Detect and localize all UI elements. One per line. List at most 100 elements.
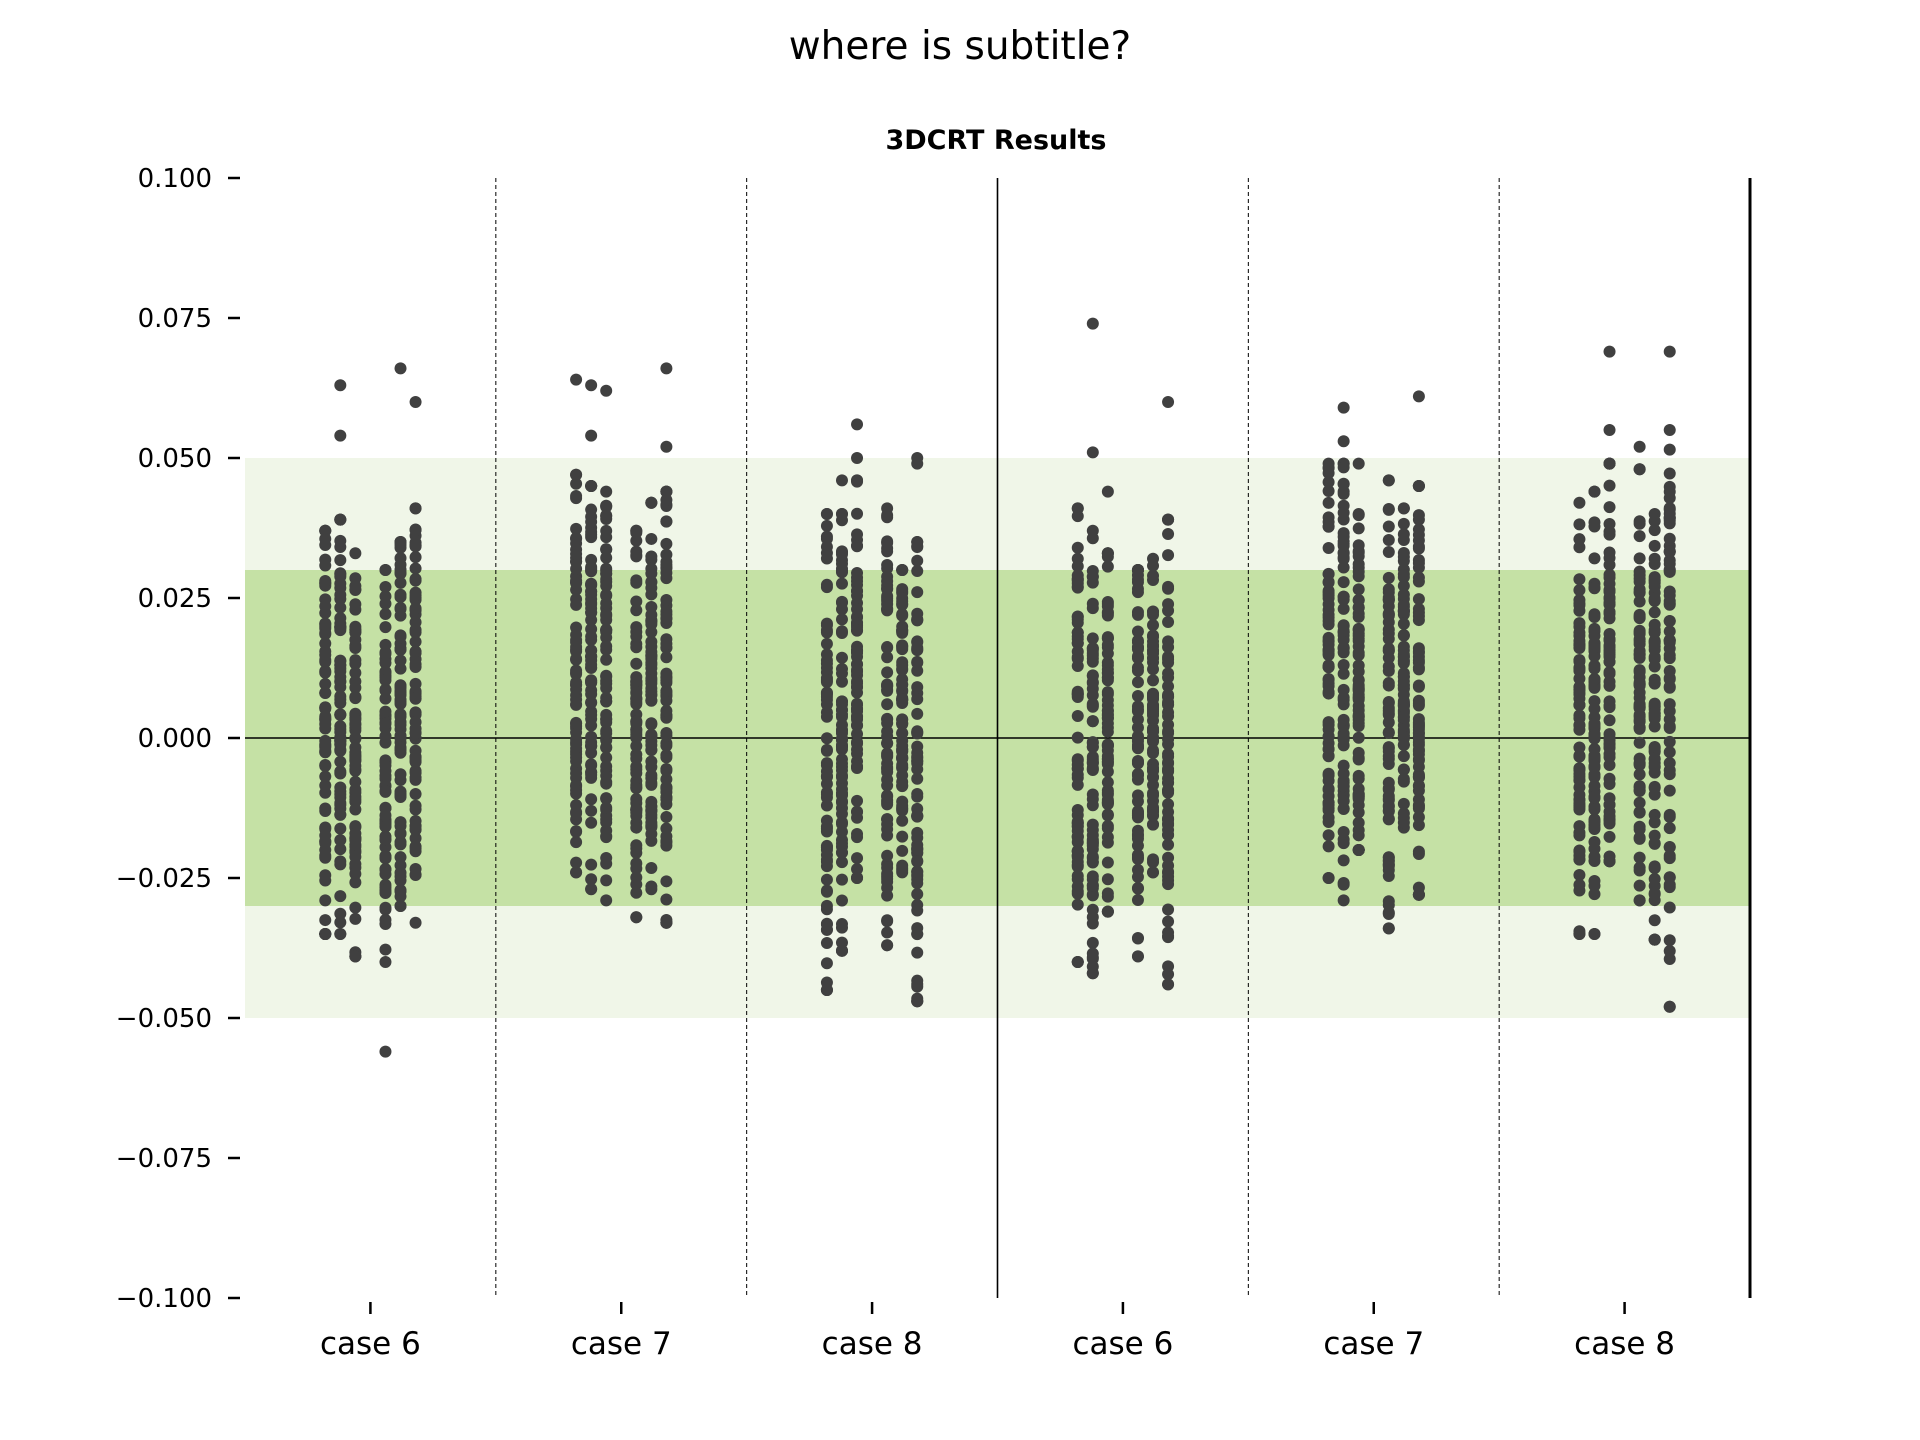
data-point-g1-c5 xyxy=(660,875,673,888)
data-point-g4-c0 xyxy=(1322,802,1335,815)
data-point-g4-c5 xyxy=(1412,802,1425,815)
data-point-g4-c4 xyxy=(1397,730,1410,743)
data-point-g2-c1 xyxy=(835,873,848,886)
data-point-g4-c2 xyxy=(1352,673,1365,686)
data-point-g5-c1 xyxy=(1588,730,1601,743)
data-point-g2-c5 xyxy=(911,772,924,785)
data-point-g5-c2 xyxy=(1603,568,1616,581)
data-point-g4-c1 xyxy=(1337,854,1350,867)
data-point-g0-c1 xyxy=(334,567,347,580)
data-point-g5-c5 xyxy=(1663,614,1676,627)
data-point-g4-c5 xyxy=(1412,697,1425,710)
outlier-point-g5-c2 xyxy=(1603,424,1616,436)
data-point-g2-c5 xyxy=(911,763,924,776)
data-point-g0-c2 xyxy=(349,572,362,585)
data-point-g2-c5 xyxy=(911,586,924,599)
data-point-g0-c2 xyxy=(349,666,362,679)
data-point-g1-c1 xyxy=(585,480,598,492)
data-point-g1-c2 xyxy=(600,727,613,740)
data-point-g5-c0 xyxy=(1573,573,1586,586)
data-point-g3-c5 xyxy=(1162,785,1175,798)
figure-suptitle: where is subtitle? xyxy=(788,24,1132,69)
data-point-g1-c3 xyxy=(630,725,643,738)
data-point-g0-c0 xyxy=(319,760,332,773)
data-point-g0-c1 xyxy=(334,834,347,847)
data-point-g3-c3 xyxy=(1131,863,1144,876)
data-point-g0-c0 xyxy=(319,645,332,658)
data-point-g0-c5 xyxy=(409,832,422,845)
data-point-g3-c3 xyxy=(1131,661,1144,674)
data-point-g5-c0 xyxy=(1573,672,1586,685)
data-point-g1-c2 xyxy=(600,524,613,537)
data-point-g4-c0 xyxy=(1322,829,1335,842)
data-point-g4-c1 xyxy=(1337,837,1350,850)
data-point-g3-c3 xyxy=(1131,733,1144,746)
data-point-g3-c2 xyxy=(1101,776,1114,789)
data-point-g3-c3 xyxy=(1131,950,1144,963)
data-point-g2-c1 xyxy=(835,548,848,561)
data-point-g3-c4 xyxy=(1147,744,1160,757)
data-point-g3-c3 xyxy=(1131,839,1144,852)
data-point-g1-c4 xyxy=(645,576,658,589)
data-point-g0-c1 xyxy=(334,855,347,868)
data-point-g0-c5 xyxy=(409,602,422,615)
data-point-g5-c0 xyxy=(1573,617,1586,630)
data-point-g1-c0 xyxy=(570,836,583,849)
data-point-g3-c5 xyxy=(1162,615,1175,628)
data-point-g5-c0 xyxy=(1573,723,1586,736)
data-point-g5-c5 xyxy=(1663,808,1676,821)
data-point-g5-c3 xyxy=(1633,463,1646,476)
data-point-g2-c4 xyxy=(896,804,909,817)
data-point-g2-c0 xyxy=(820,814,833,827)
data-point-g0-c2 xyxy=(349,584,362,597)
data-point-g3-c1 xyxy=(1086,856,1099,869)
y-tick-label: −0.100 xyxy=(116,1284,212,1314)
data-point-g0-c1 xyxy=(334,534,347,547)
data-point-g0-c2 xyxy=(349,746,362,759)
data-point-g5-c5 xyxy=(1663,565,1676,578)
data-point-g3-c5 xyxy=(1162,930,1175,943)
data-point-g2-c5 xyxy=(911,655,924,668)
data-point-g5-c2 xyxy=(1603,759,1616,772)
data-point-g1-c1 xyxy=(585,688,598,701)
data-point-g3-c1 xyxy=(1086,870,1099,883)
data-point-g2-c1 xyxy=(835,627,848,640)
data-point-g1-c0 xyxy=(570,621,583,634)
data-point-g1-c3 xyxy=(630,621,643,634)
data-point-g0-c3 xyxy=(379,913,392,926)
data-point-g2-c4 xyxy=(896,752,909,765)
data-point-g3-c1 xyxy=(1086,655,1099,668)
data-point-g5-c4 xyxy=(1648,760,1661,773)
data-point-g0-c4 xyxy=(394,662,407,675)
data-point-g5-c5 xyxy=(1663,784,1676,797)
data-point-g1-c2 xyxy=(600,894,613,907)
data-point-g1-c3 xyxy=(630,674,643,687)
outlier-point-g4-c1 xyxy=(1337,435,1350,448)
data-point-g2-c0 xyxy=(820,885,833,898)
data-point-g2-c0 xyxy=(820,825,833,838)
data-point-g5-c5 xyxy=(1663,673,1676,686)
data-point-g2-c0 xyxy=(820,841,833,854)
data-point-g2-c0 xyxy=(820,770,833,783)
data-point-g0-c4 xyxy=(394,643,407,656)
data-point-g3-c5 xyxy=(1162,903,1175,916)
data-point-g2-c0 xyxy=(820,508,833,520)
data-point-g2-c4 xyxy=(896,624,909,637)
data-point-g1-c5 xyxy=(660,751,673,764)
data-point-g0-c3 xyxy=(379,564,392,576)
outlier-point-g4-c1 xyxy=(1337,401,1350,414)
data-point-g5-c1 xyxy=(1588,581,1601,594)
data-point-g4-c4 xyxy=(1397,812,1410,825)
data-point-g3-c5 xyxy=(1162,698,1175,711)
data-point-g4-c1 xyxy=(1337,691,1350,704)
data-point-g4-c5 xyxy=(1412,811,1425,824)
data-point-g4-c4 xyxy=(1397,650,1410,663)
data-point-g5-c3 xyxy=(1633,796,1646,809)
data-point-g2-c5 xyxy=(911,644,924,657)
data-point-g5-c2 xyxy=(1603,817,1616,830)
data-point-g2-c1 xyxy=(835,704,848,717)
data-point-g2-c3 xyxy=(881,590,894,603)
data-point-g5-c5 xyxy=(1663,722,1676,735)
data-point-g3-c2 xyxy=(1101,753,1114,766)
data-point-g4-c1 xyxy=(1337,602,1350,615)
